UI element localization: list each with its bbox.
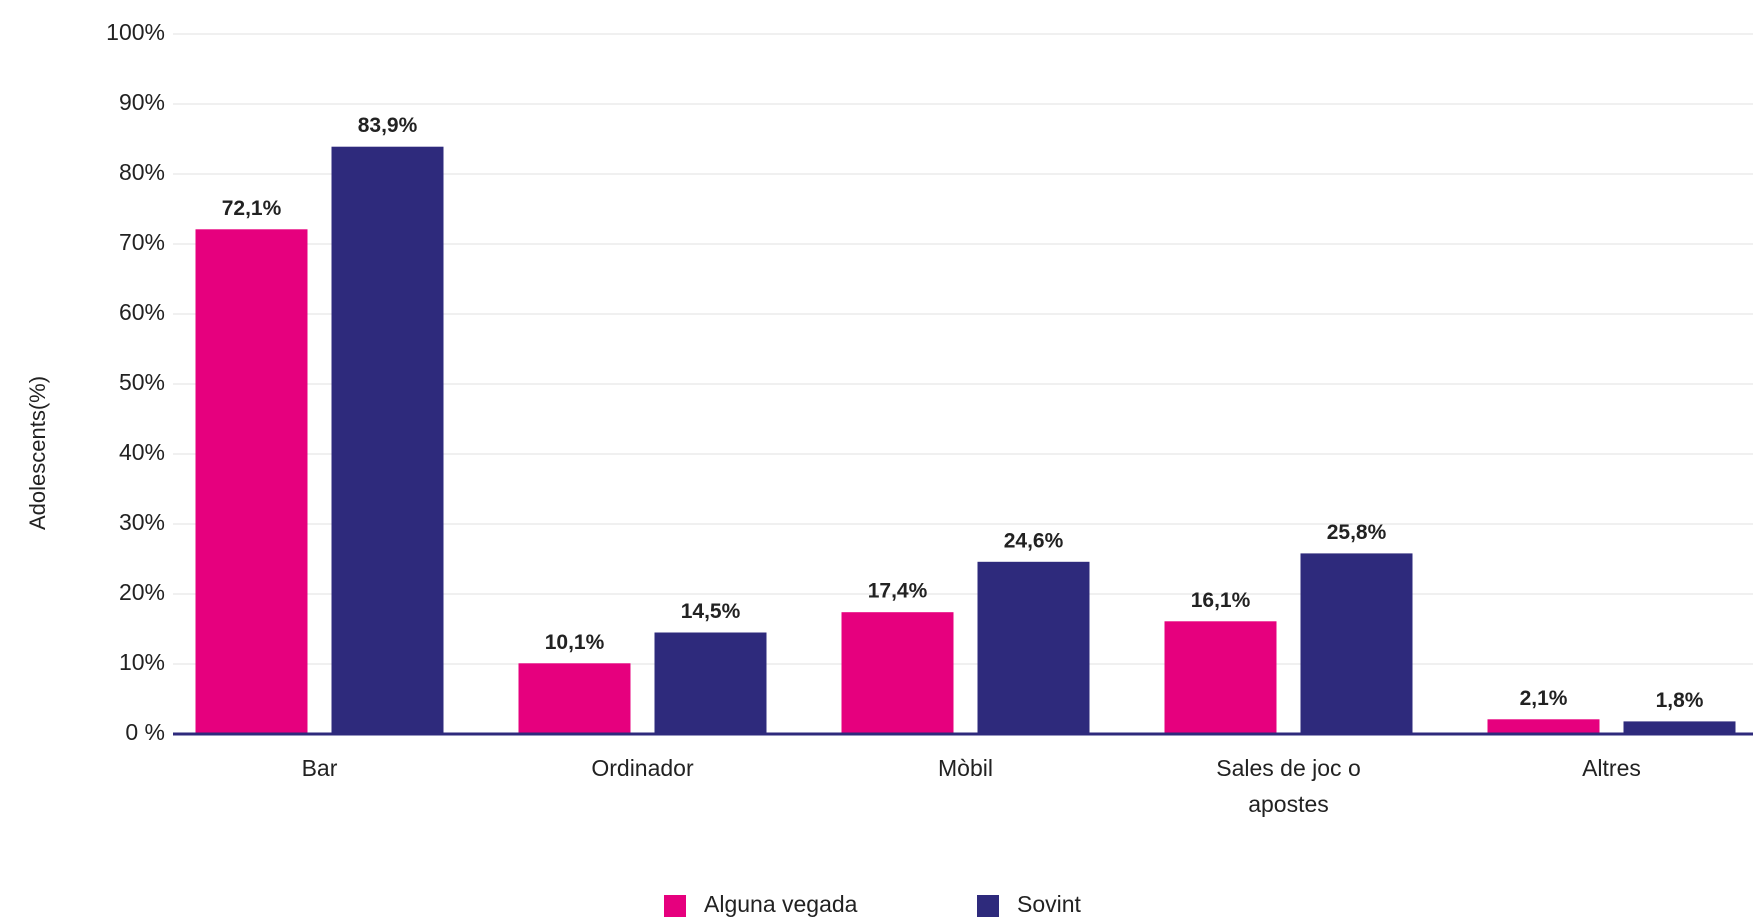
- bar: [1623, 721, 1736, 734]
- x-tick-label: Bar: [301, 755, 338, 781]
- value-label: 2,1%: [1520, 687, 1568, 710]
- bar: [518, 663, 631, 734]
- y-tick-label: 100%: [106, 19, 165, 45]
- value-label: 10,1%: [545, 631, 605, 654]
- x-tick-label: Altres: [1582, 755, 1641, 781]
- y-tick-label: 0 %: [125, 719, 165, 745]
- value-label: 72,1%: [222, 197, 282, 220]
- y-tick-label: 60%: [119, 299, 165, 325]
- legend-label: Alguna vegada: [704, 891, 858, 917]
- value-label: 25,8%: [1327, 521, 1387, 544]
- x-tick-label: Sales de joc o apostes: [1216, 755, 1361, 817]
- value-label: 24,6%: [1004, 529, 1064, 552]
- bar: [1300, 553, 1413, 734]
- x-tick-label: Ordinador: [591, 755, 694, 781]
- y-tick-label: 70%: [119, 229, 165, 255]
- value-label: 83,9%: [358, 114, 418, 137]
- bar: [331, 146, 444, 734]
- bar: [1487, 719, 1600, 734]
- bar: [195, 229, 308, 735]
- legend-swatch: [977, 895, 999, 917]
- x-tick-label: Mòbil: [938, 755, 993, 781]
- y-tick-label: 80%: [119, 159, 165, 185]
- value-label: 16,1%: [1191, 589, 1251, 612]
- y-tick-label: 40%: [119, 439, 165, 465]
- bar: [977, 561, 1090, 734]
- y-tick-label: 20%: [119, 579, 165, 605]
- value-label: 17,4%: [868, 580, 928, 603]
- y-tick-label: 90%: [119, 89, 165, 115]
- legend-label: Sovint: [1017, 891, 1082, 917]
- y-tick-label: 10%: [119, 649, 165, 675]
- bar: [1164, 621, 1277, 734]
- y-axis-label: Adolescents(%): [25, 376, 50, 530]
- y-tick-label: 30%: [119, 509, 165, 535]
- y-tick-label: 50%: [119, 369, 165, 395]
- bar: [841, 612, 954, 734]
- legend-swatch: [664, 895, 686, 917]
- value-label: 14,5%: [681, 600, 741, 623]
- value-label: 1,8%: [1656, 689, 1704, 712]
- bar: [654, 632, 767, 734]
